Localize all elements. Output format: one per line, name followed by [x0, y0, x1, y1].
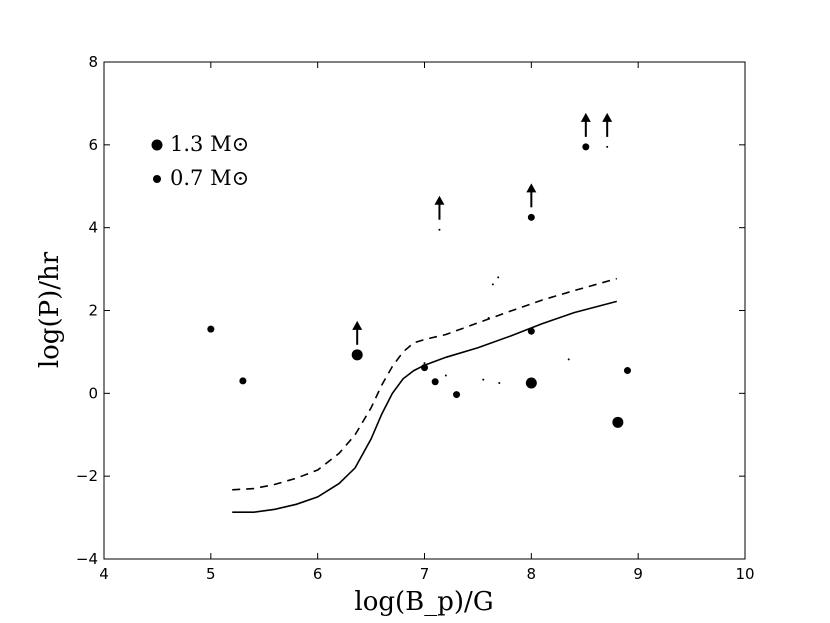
- data-point: [438, 228, 441, 231]
- data-point: [582, 143, 590, 151]
- data-point: [431, 378, 439, 386]
- data-point: [527, 213, 535, 221]
- data-point: [612, 416, 624, 428]
- y-tick-label: −4: [76, 550, 98, 568]
- data-point: [527, 327, 535, 335]
- limit-arrow-head: [434, 195, 445, 205]
- y-axis-title: log(P)/hr: [35, 251, 65, 368]
- y-tick-label: 2: [88, 302, 98, 320]
- x-tick-label: 9: [633, 565, 643, 583]
- legend-marker-large: [151, 139, 163, 151]
- x-tick-label: 5: [206, 565, 216, 583]
- x-tick-label: 8: [527, 565, 537, 583]
- points-layer: [207, 143, 631, 428]
- series-line-solid: [232, 300, 618, 514]
- x-tick-label: 4: [99, 565, 109, 583]
- data-point: [498, 381, 501, 384]
- y-tick-label: 8: [88, 53, 98, 71]
- data-point: [239, 377, 247, 385]
- limit-arrows-layer: [352, 112, 613, 345]
- data-point: [567, 358, 570, 361]
- y-tick-label: 0: [88, 384, 98, 402]
- legend: 1.3 M⊙ 0.7 M⊙: [151, 132, 249, 190]
- data-point: [606, 145, 609, 148]
- data-point: [482, 378, 485, 381]
- x-tick-label: 7: [420, 565, 430, 583]
- y-tick-label: 6: [88, 136, 98, 154]
- data-point: [423, 362, 426, 365]
- x-axis-title: log(B_p)/G: [354, 587, 493, 617]
- data-point: [444, 374, 447, 377]
- data-point: [351, 349, 363, 361]
- data-point: [207, 325, 215, 333]
- legend-label-large: 1.3 M⊙: [170, 132, 249, 156]
- data-point: [491, 283, 494, 286]
- series-layer: [232, 277, 618, 514]
- y-tick-label: −2: [76, 467, 98, 485]
- x-tick-label: 6: [313, 565, 323, 583]
- limit-arrow-head: [602, 112, 613, 122]
- data-point: [453, 391, 461, 399]
- data-point: [487, 316, 490, 319]
- data-point: [497, 276, 500, 279]
- legend-label-small: 0.7 M⊙: [170, 166, 249, 190]
- y-tick-label: 4: [88, 219, 98, 237]
- data-point: [623, 367, 631, 375]
- series-line-dashed: [232, 277, 618, 491]
- data-point: [525, 377, 537, 389]
- legend-marker-small: [153, 175, 161, 183]
- x-tick-label: 10: [735, 565, 754, 583]
- ticks-layer: 4 5 6 7 8 9 10 −4 −2 0 2 4 6 8: [76, 53, 755, 583]
- limit-arrow-head: [580, 112, 591, 122]
- limit-arrow-head: [526, 183, 537, 193]
- data-point: [421, 364, 428, 372]
- limit-arrow-head: [352, 320, 363, 330]
